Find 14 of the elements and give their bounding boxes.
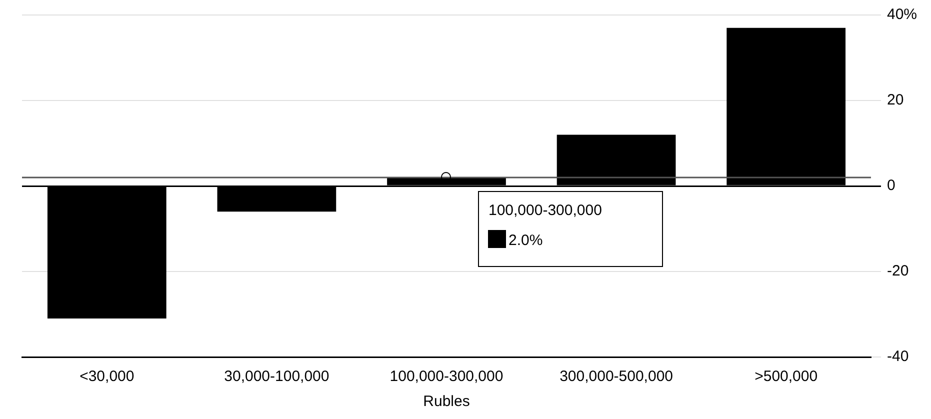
y-tick-label: 40% (886, 6, 918, 24)
tooltip: 100,000-300,000 2.0% (478, 191, 664, 268)
x-tick-label: 100,000-300,000 (390, 368, 504, 386)
x-tick-label: 30,000-100,000 (224, 368, 330, 386)
x-tick-label: <30,000 (80, 368, 134, 386)
y-tick-label: 0 (886, 177, 896, 194)
annotation: 100,000-300,000 (488, 202, 602, 220)
x-tick-label: >500,000 (754, 368, 818, 386)
annotation: 2.0% (508, 232, 543, 250)
x-axis-title: Rubles (423, 393, 470, 410)
x-tick-label: 300,000-500,000 (560, 368, 674, 386)
y-tick-label: -20 (886, 262, 909, 280)
y-tick-label: -40 (886, 348, 909, 366)
y-tick-label: 20 (886, 92, 904, 109)
